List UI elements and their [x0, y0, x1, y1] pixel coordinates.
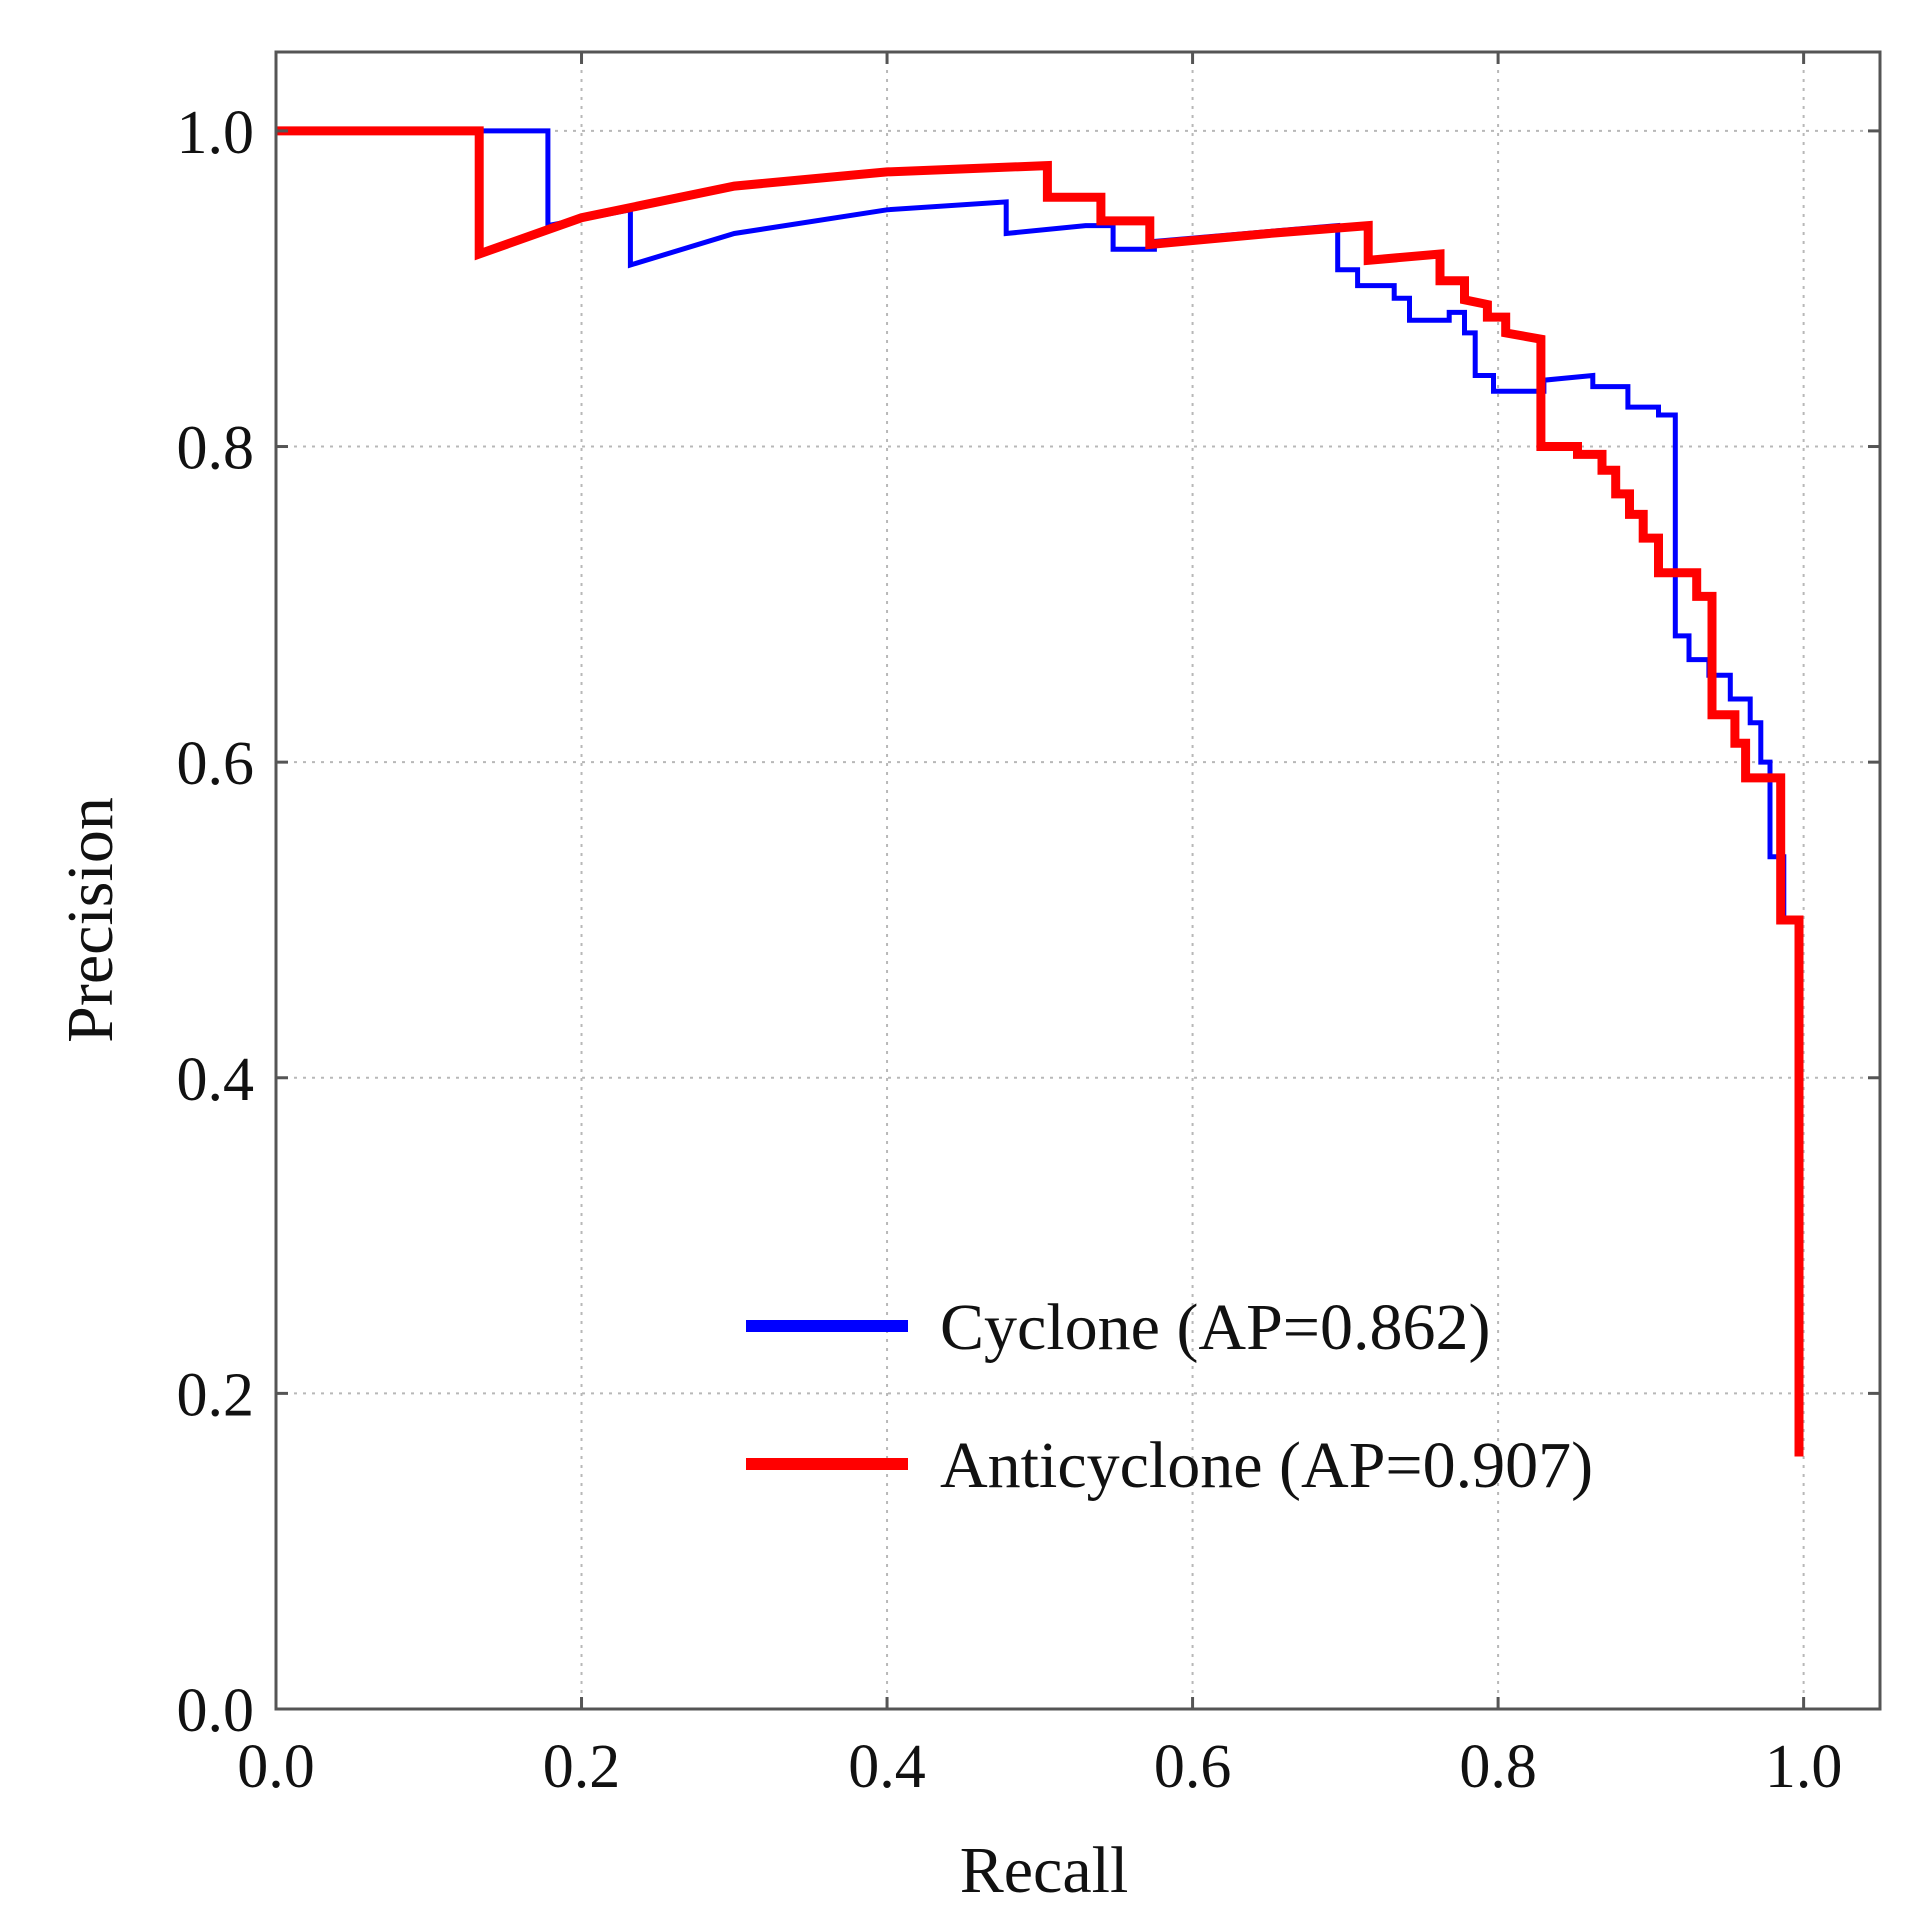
series-lines	[276, 126, 1804, 1457]
x-tick-label: 0.6	[1154, 1733, 1232, 1801]
y-tick-label: 0.4	[177, 1046, 255, 1114]
y-tick-label: 0.8	[177, 415, 255, 483]
y-tick-label: 0.2	[177, 1361, 255, 1429]
x-tick-label: 0.2	[543, 1733, 621, 1801]
y-tick-label: 0.0	[177, 1677, 255, 1745]
x-tick-label: 0.4	[848, 1733, 926, 1801]
legend-label-anticyclone: Anticyclone (AP=0.907)	[940, 1429, 1593, 1502]
x-tick-label: 0.8	[1459, 1733, 1537, 1801]
y-tick-label: 1.0	[177, 99, 255, 167]
legend: Cyclone (AP=0.862) Anticyclone (AP=0.907…	[746, 1291, 1593, 1502]
series-line-anticyclone	[276, 126, 1804, 1457]
axis-ticks	[274, 52, 1880, 1711]
legend-label-cyclone: Cyclone (AP=0.862)	[940, 1291, 1491, 1364]
x-tick-label: 1.0	[1765, 1733, 1843, 1801]
x-tick-label: 0.0	[237, 1733, 315, 1801]
y-axis-title: Precision	[54, 797, 127, 1043]
x-axis-title: Recall	[960, 1834, 1129, 1906]
tick-labels: 0.0 0.2 0.4 0.6 0.8 1.0 0.0 0.2 0.4 0.6 0.8 1.0	[177, 99, 1843, 1801]
plot-frame	[274, 50, 1882, 1711]
series-line-cyclone	[276, 128, 1804, 936]
y-tick-label: 0.6	[177, 730, 255, 798]
